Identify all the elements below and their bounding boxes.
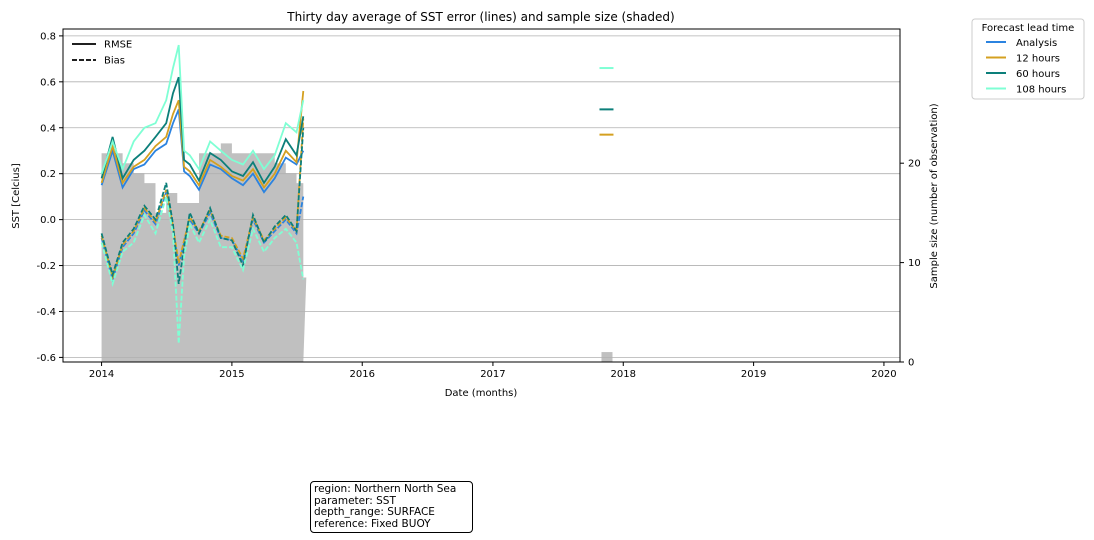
y2-tick-label: 20: [908, 159, 921, 170]
bias-line-60-hours: [100, 127, 305, 285]
axes: 2014 2015 2016 2017 2018 2019 2020 -0.6 -0.4 -0.2…: [36, 31, 920, 380]
lead-legend-title: Forecast lead time: [982, 23, 1075, 34]
y2-tick-label: 10: [908, 258, 921, 269]
series-lines: [100, 44, 614, 344]
lead-legend-label-60-hours: 60 hours: [1016, 69, 1060, 80]
lead-legend-label-108-hours: 108 hours: [1016, 85, 1066, 96]
lead-legend-label-analysis: Analysis: [1016, 38, 1057, 49]
bias-line-analysis: [100, 191, 305, 283]
x-tick-label: 2015: [219, 369, 244, 380]
rmse-line-108-hours: [100, 44, 305, 174]
info-reference: reference: Fixed BUOY: [314, 517, 431, 530]
info-parameter: parameter: SST: [314, 494, 396, 507]
info-region: region: Northern North Sea: [314, 483, 457, 495]
lead-legend-label-12-hours: 12 hours: [1016, 54, 1060, 65]
style-legend: RMSE Bias: [72, 40, 132, 67]
rmse-line-60-hours: [100, 76, 305, 185]
y-tick-label: -0.4: [36, 307, 56, 318]
x-axis-label: Date (months): [445, 388, 518, 399]
info-depth-range: depth_range: SURFACE: [314, 506, 435, 519]
rmse-line-analysis: [100, 109, 305, 194]
x-tick-label: 2020: [871, 369, 896, 380]
sample-size-area-2014-2015: [101, 143, 307, 362]
y-tick-label: 0.0: [40, 215, 56, 226]
y-tick-label: -0.2: [36, 261, 56, 272]
sample-size-bars: [101, 143, 613, 362]
y2-axis-label: Sample size (number of observation): [929, 103, 940, 288]
y-axis-label: SST [Celcius]: [11, 163, 22, 229]
lead-time-legend: Forecast lead time Analysis 12 hours 60 hou…: [971, 18, 1085, 100]
y-tick-label: 0.4: [40, 123, 56, 134]
rmse-line-12-hours: [100, 90, 305, 190]
y-tick-label: -0.6: [36, 353, 56, 364]
chart-title: Thirty day average of SST error (lines) …: [286, 10, 674, 24]
x-tick-label: 2018: [611, 369, 636, 380]
x-tick-label: 2017: [480, 369, 505, 380]
style-legend-label-rmse: RMSE: [104, 40, 132, 51]
plot-frame: [62, 28, 901, 363]
y-tick-label: 0.2: [40, 169, 56, 180]
bias-line-108-hours: [100, 196, 305, 344]
style-legend-label-bias: Bias: [104, 56, 125, 67]
info-box: region: Northern North Sea parameter: SS…: [310, 481, 473, 534]
x-tick-label: 2016: [350, 369, 375, 380]
x-tick-label: 2014: [89, 369, 114, 380]
x-tick-label: 2019: [741, 369, 766, 380]
lead-legend-box: [971, 18, 1085, 100]
y2-tick-label: 0: [908, 358, 914, 369]
y-tick-label: 0.6: [40, 77, 56, 88]
y-tick-label: 0.8: [40, 31, 56, 42]
